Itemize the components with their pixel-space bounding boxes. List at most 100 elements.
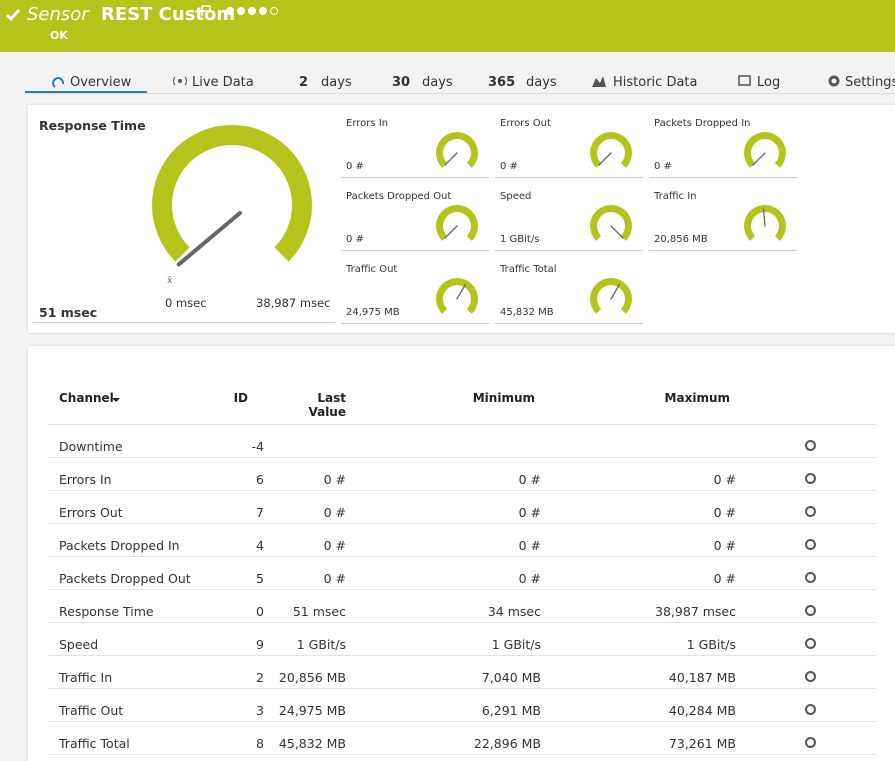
gauge-needle: [611, 284, 620, 299]
tab-icon: [739, 76, 750, 85]
row-divider: [48, 523, 876, 524]
row-divider: [48, 754, 876, 755]
gauge-underline: [341, 250, 489, 251]
column-header[interactable]: Maximum: [636, 391, 730, 405]
row-settings[interactable]: [805, 737, 816, 748]
gauge-label: Errors Out: [500, 118, 551, 129]
tab-icon: [178, 79, 182, 83]
row-divider: [48, 556, 876, 557]
gauge-needle: [753, 153, 765, 165]
table-cell: 40,187 MB: [586, 670, 736, 685]
gauge-value: 45,832 MB: [500, 307, 554, 318]
table-cell: 24,975 MB: [196, 703, 346, 718]
row-settings[interactable]: [805, 638, 816, 649]
row-divider: [48, 589, 876, 590]
row-settings[interactable]: [805, 539, 816, 550]
tab-number[interactable]: 365: [488, 75, 515, 90]
row-settings[interactable]: [805, 704, 816, 715]
column-header[interactable]: Last Value: [286, 391, 346, 419]
gauge-arc: [590, 278, 632, 314]
table-cell: 0 #: [586, 538, 736, 553]
header-divider: [48, 424, 876, 425]
gauge-needle: [457, 284, 466, 299]
gauge-arc: [590, 132, 632, 168]
table-cell: 1 GBit/s: [391, 637, 541, 652]
gauge-underline: [33, 322, 335, 323]
table-cell: 73,261 MB: [586, 736, 736, 751]
gauge-value: 24,975 MB: [346, 307, 400, 318]
gauge-label: Speed: [500, 191, 531, 202]
gauge-underline: [341, 177, 489, 178]
gauge-needle: [445, 226, 457, 238]
gauge-label: Traffic Total: [500, 264, 557, 275]
gauge-label: Traffic In: [654, 191, 697, 202]
gauge-needle: [611, 226, 623, 238]
table-cell: 40,284 MB: [586, 703, 736, 718]
table-cell: 45,832 MB: [196, 736, 346, 751]
gauge-arc: [436, 205, 478, 241]
table-cell: -4: [114, 439, 264, 454]
tab-icon: [53, 78, 63, 87]
row-settings[interactable]: [805, 506, 816, 517]
gauge-arc: [436, 278, 478, 314]
gauge-marker: x̄: [167, 276, 172, 286]
table-cell: 0 #: [391, 571, 541, 586]
row-settings[interactable]: [805, 671, 816, 682]
tab[interactable]: Overview: [70, 75, 131, 90]
gauge-value: 0 #: [654, 161, 672, 172]
tab-number[interactable]: 30: [392, 75, 410, 90]
table-cell: 0 #: [196, 472, 346, 487]
gauge-underline: [341, 323, 489, 324]
tab[interactable]: Settings: [845, 75, 895, 90]
row-settings[interactable]: [805, 605, 816, 616]
gauge-underline: [649, 177, 797, 178]
tab[interactable]: Log: [757, 75, 780, 90]
sort-caret: [112, 398, 120, 402]
gauge-value: 51 msec: [39, 305, 97, 320]
row-divider: [48, 490, 876, 491]
row-settings[interactable]: [805, 440, 816, 451]
table-cell: 0 #: [586, 505, 736, 520]
tab[interactable]: Live Data: [192, 75, 254, 90]
gauge-label: Packets Dropped In: [654, 118, 750, 129]
table-cell: Errors In: [59, 472, 112, 487]
column-header[interactable]: Channel: [59, 391, 114, 405]
table-cell: 0 #: [586, 571, 736, 586]
gauge-label: Packets Dropped Out: [346, 191, 451, 202]
gauge-underline: [495, 177, 643, 178]
tab[interactable]: days: [526, 75, 557, 90]
tab-number[interactable]: 2: [299, 75, 308, 90]
column-header[interactable]: Minimum: [441, 391, 535, 405]
row-divider: [48, 688, 876, 689]
table-cell: 0 #: [196, 505, 346, 520]
table-cell: 0 #: [391, 472, 541, 487]
table-cell: 0 #: [391, 505, 541, 520]
tab[interactable]: Historic Data: [613, 75, 698, 90]
gauge-value: 0 #: [346, 161, 364, 172]
gauge-value: 0 #: [346, 234, 364, 245]
gauge-underline: [649, 250, 797, 251]
table-cell: 1 GBit/s: [586, 637, 736, 652]
tab[interactable]: days: [321, 75, 352, 90]
table-cell: 51 msec: [196, 604, 346, 619]
row-divider: [48, 721, 876, 722]
table-cell: 34 msec: [391, 604, 541, 619]
column-header[interactable]: ID: [164, 391, 248, 405]
table-cell: 7,040 MB: [391, 670, 541, 685]
row-settings[interactable]: [805, 572, 816, 583]
gauge-value: 20,856 MB: [654, 234, 708, 245]
gauge-arc: [436, 132, 478, 168]
table-cell: 0 #: [391, 538, 541, 553]
gauge-needle: [179, 213, 240, 264]
gauge-min: 0 msec: [165, 296, 207, 310]
table-cell: 1 GBit/s: [196, 637, 346, 652]
table-cell: 0 #: [196, 571, 346, 586]
row-settings[interactable]: [805, 473, 816, 484]
gauge-value: 0 #: [500, 161, 518, 172]
gauge-arc: [152, 125, 312, 262]
gauge-needle: [599, 153, 611, 165]
gauge-label: Errors In: [346, 118, 388, 129]
table-cell: Traffic In: [59, 670, 112, 685]
tab[interactable]: days: [422, 75, 453, 90]
